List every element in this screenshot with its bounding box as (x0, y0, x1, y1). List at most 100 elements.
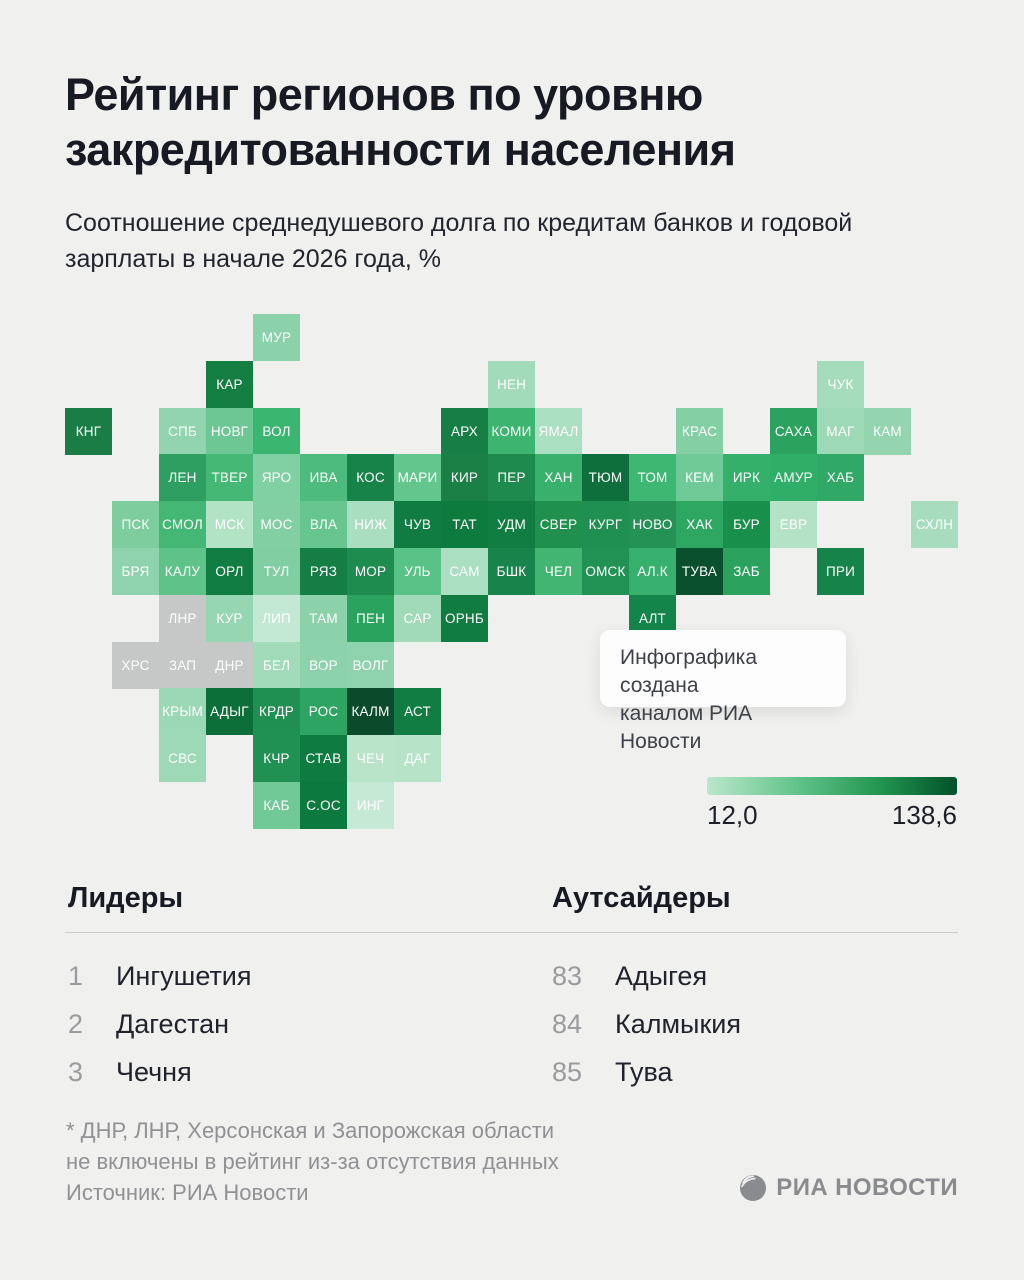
map-tile-СВС: СВС (159, 735, 206, 782)
map-tile-ЗАП: ЗАП (159, 642, 206, 689)
leaders-row-2: 2 Дагестан (68, 1009, 488, 1043)
tile-cartogram-map: МУР КАР НЕН ЧУК КНГ СПБ НОВГ ВОЛ АРХ КОМИ ЯМАЛ КРАС… (65, 314, 959, 830)
section-divider (65, 932, 958, 933)
map-tile-АДЫГ: АДЫГ (206, 688, 253, 735)
footnote: * ДНР, ЛНР, Херсонская и Запорожская обл… (66, 1116, 666, 1178)
map-tile-РОС: РОС (300, 688, 347, 735)
map-tile-КУРГ: КУРГ (582, 501, 629, 548)
map-tile-СТАВ: СТАВ (300, 735, 347, 782)
map-tile-НОВГ: НОВГ (206, 408, 253, 455)
map-tile-МОР: МОР (347, 548, 394, 595)
rank-number: 1 (68, 961, 84, 991)
map-tile-АСТ: АСТ (394, 688, 441, 735)
map-tile-КЕМ: КЕМ (676, 454, 723, 501)
map-tile-ОРНБ: ОРНБ (441, 595, 488, 642)
page-subtitle-line-2: зарплаты в начале 2026 года, % (65, 245, 441, 274)
map-tile-КЧР: КЧР (253, 735, 300, 782)
map-tile-КАЛУ: КАЛУ (159, 548, 206, 595)
map-tile-КРАС: КРАС (676, 408, 723, 455)
map-tile-ЧУК: ЧУК (817, 361, 864, 408)
page-title: Рейтинг регионов по уровню закредитованн… (65, 68, 965, 178)
map-tile-СПБ: СПБ (159, 408, 206, 455)
map-tile-САХА: САХА (770, 408, 817, 455)
infographic-credit-card: Инфографика создана каналом РИА Новости (600, 630, 846, 753)
rank-number: 83 (552, 961, 583, 991)
map-tile-КОС: КОС (347, 454, 394, 501)
map-tile-ДАГ: ДАГ (394, 735, 441, 782)
map-tile-ХРС: ХРС (112, 642, 159, 689)
map-tile-ТАМ: ТАМ (300, 595, 347, 642)
map-tile-КАЛМ: КАЛМ (347, 688, 394, 735)
map-tile-ЛЕН: ЛЕН (159, 454, 206, 501)
map-tile-КАР: КАР (206, 361, 253, 408)
outsiders-row-1: 83 Адыгея (552, 961, 972, 995)
map-tile-МОС: МОС (253, 501, 300, 548)
region-name: Чечня (116, 1057, 192, 1087)
map-tile-ТЮМ: ТЮМ (582, 454, 629, 501)
map-tile-ТУВА: ТУВА (676, 548, 723, 595)
page-subtitle: Соотношение среднедушевого долга по кред… (65, 205, 955, 278)
page-title-line-1: Рейтинг регионов по уровню (65, 69, 703, 120)
map-tile-ТВЕР: ТВЕР (206, 454, 253, 501)
map-tile-БШК: БШК (488, 548, 535, 595)
map-tile-КРЫМ: КРЫМ (159, 688, 206, 735)
rank-number: 3 (68, 1057, 84, 1087)
leaders-header: Лидеры (68, 882, 184, 914)
page-subtitle-line-1: Соотношение среднедушевого долга по кред… (65, 209, 853, 237)
map-tile-ИВА: ИВА (300, 454, 347, 501)
map-tile-ДНР: ДНР (206, 642, 253, 689)
footnote-line-2: не включены в рейтинг из-за отсутствия д… (66, 1148, 559, 1174)
map-tile-УДМ: УДМ (488, 501, 535, 548)
map-tile-ЧЕЛ: ЧЕЛ (535, 548, 582, 595)
map-tile-МСК: МСК (206, 501, 253, 548)
map-tile-ПЕН: ПЕН (347, 595, 394, 642)
legend-min-label: 12,0 (707, 800, 758, 830)
map-tile-КНГ: КНГ (65, 408, 112, 455)
map-tile-БУР: БУР (723, 501, 770, 548)
region-name: Ингушетия (116, 961, 252, 991)
legend-labels: 12,0 138,6 (707, 800, 957, 831)
map-tile-АМУР: АМУР (770, 454, 817, 501)
footnote-line-1: * ДНР, ЛНР, Херсонская и Запорожская обл… (66, 1118, 555, 1143)
map-tile-ПЕР: ПЕР (488, 454, 535, 501)
map-tile-МАРИ: МАРИ (394, 454, 441, 501)
credit-line-2: каналом РИА Новости (620, 701, 753, 753)
map-tile-АЛ.К: АЛ.К (629, 548, 676, 595)
map-tile-ТОМ: ТОМ (629, 454, 676, 501)
page-title-line-2: закредитованности населения (65, 123, 736, 175)
map-tile-КОМИ: КОМИ (488, 408, 535, 455)
map-tile-РЯЗ: РЯЗ (300, 548, 347, 595)
map-tile-НИЖ: НИЖ (347, 501, 394, 548)
legend-gradient-bar (707, 777, 957, 795)
map-tile-ХАК: ХАК (676, 501, 723, 548)
legend-max-label: 138,6 (891, 800, 957, 830)
map-tile-ХАН: ХАН (535, 454, 582, 501)
map-tile-ПСК: ПСК (112, 501, 159, 548)
map-tile-ОРЛ: ОРЛ (206, 548, 253, 595)
region-name: Калмыкия (615, 1009, 741, 1039)
map-tile-ЗАБ: ЗАБ (723, 548, 770, 595)
map-tile-ТУЛ: ТУЛ (253, 548, 300, 595)
map-tile-ПРИ: ПРИ (817, 548, 864, 595)
leaders-row-3: 3 Чечня (68, 1057, 488, 1091)
map-tile-ИРК: ИРК (723, 454, 770, 501)
map-tile-ЯРО: ЯРО (253, 454, 300, 501)
map-tile-С.ОС: С.ОС (300, 782, 347, 829)
map-tile-ВОЛГ: ВОЛГ (347, 642, 394, 689)
map-tile-КАМ: КАМ (864, 408, 911, 455)
map-tile-МАГ: МАГ (817, 408, 864, 455)
map-tile-НЕН: НЕН (488, 361, 535, 408)
rank-number: 84 (552, 1009, 583, 1039)
map-tile-КРДР: КРДР (253, 688, 300, 735)
region-name: Дагестан (116, 1009, 230, 1039)
map-tile-ЛИП: ЛИП (253, 595, 300, 642)
map-tile-УЛЬ: УЛЬ (394, 548, 441, 595)
rank-number: 2 (68, 1009, 84, 1039)
map-tile-БЕЛ: БЕЛ (253, 642, 300, 689)
outsiders-row-2: 84 Калмыкия (552, 1009, 972, 1043)
map-tile-КИР: КИР (441, 454, 488, 501)
map-tile-ЧЕЧ: ЧЕЧ (347, 735, 394, 782)
map-tile-ТАТ: ТАТ (441, 501, 488, 548)
region-name: Адыгея (615, 961, 708, 991)
map-tile-СХЛН: СХЛН (911, 501, 958, 548)
